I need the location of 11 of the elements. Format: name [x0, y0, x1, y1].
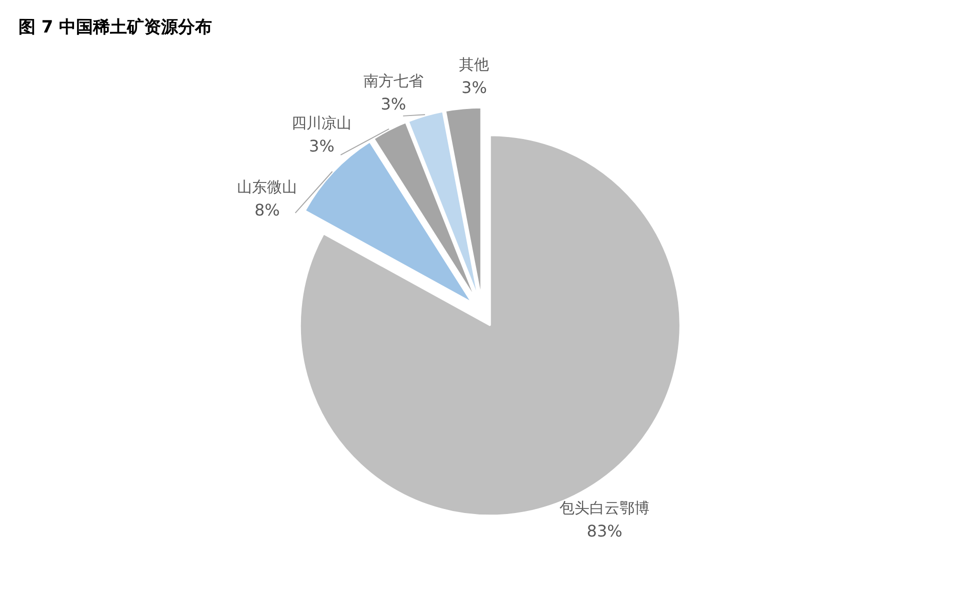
data-label: 3%: [380, 94, 406, 114]
slice-label: 南方七省: [363, 72, 424, 90]
data-label: 3%: [309, 136, 334, 156]
data-label: 83%: [586, 521, 622, 540]
slice-label: 包头白云鄂博: [560, 498, 650, 517]
chart-title: 图 7 中国稀土矿资源分布: [18, 18, 212, 38]
data-label: 8%: [254, 200, 280, 220]
slice-label: 四川凉山: [292, 114, 352, 132]
slice-label: 其他: [459, 56, 490, 74]
data-label: 3%: [462, 78, 487, 98]
slice-label: 山东微山: [237, 178, 298, 196]
